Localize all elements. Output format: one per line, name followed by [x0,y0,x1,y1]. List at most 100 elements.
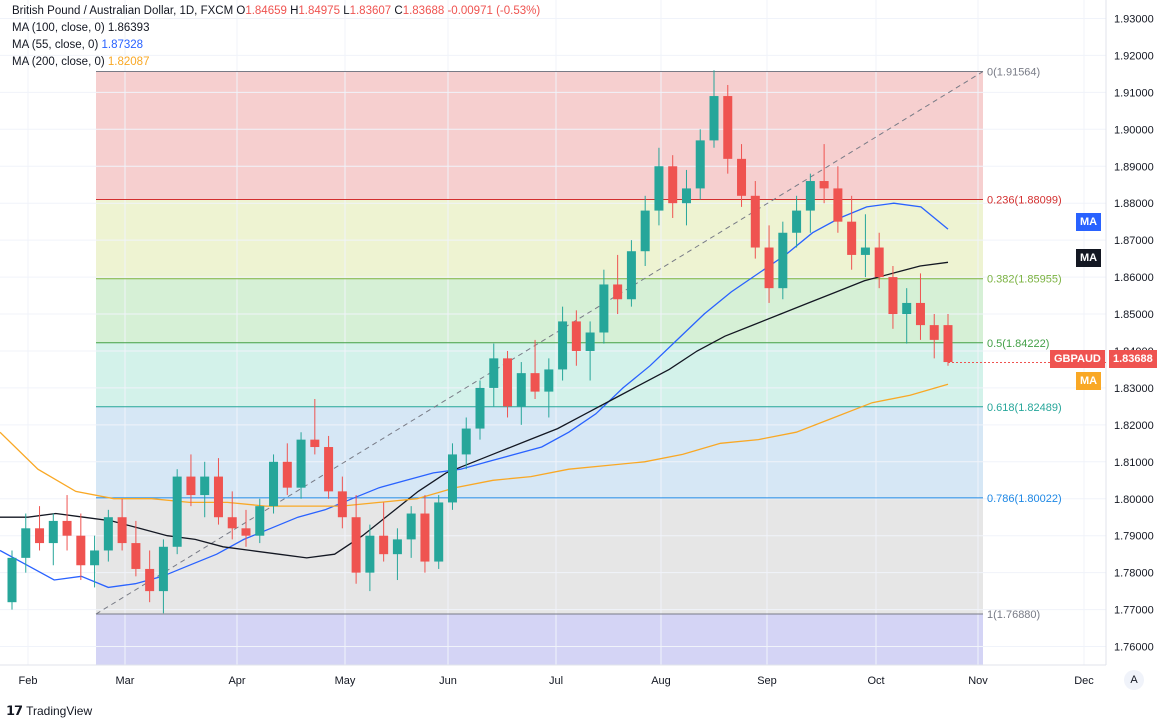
candle-body [35,528,45,544]
fib-level-label: 0.618(1.82489) [987,402,1062,414]
candle-body [613,284,623,300]
ma200-legend[interactable]: MA (200, close, 0) 1.82087 [12,56,149,68]
ma200-label: MA (200, close, 0) [12,56,105,68]
candle-body [76,535,86,566]
price-tick-label: 1.78000 [1114,568,1154,580]
candle-body [750,195,760,248]
price-tick-label: 1.92000 [1114,50,1154,62]
candle-body [626,251,636,300]
time-tick-label: May [335,675,356,687]
fib-zone [96,497,983,615]
candle-body [117,517,127,544]
price-tick-label: 1.93000 [1114,13,1154,25]
candle-body [7,557,17,603]
candle-body [516,373,526,407]
candle-body [420,513,430,562]
price-tick-label: 1.83000 [1114,383,1154,395]
price-tick-label: 1.77000 [1114,605,1154,617]
ohlc-change: -0.00971 (-0.53%) [447,5,541,17]
fib-level-label: 0.236(1.88099) [987,195,1062,207]
candle-body [640,210,650,252]
candle-body [888,277,898,315]
time-tick-label: Apr [228,675,245,687]
price-tick-label: 1.90000 [1114,124,1154,136]
candle-body [558,321,568,370]
candle-body [709,96,719,141]
candle-body [654,166,664,211]
price-tick-label: 1.87000 [1114,235,1154,247]
price-axis: 1.93000 1.92000 1.91000 1.90000 1.89000 1.880… [1114,13,1154,653]
candle-body [48,520,58,544]
candle-body [489,358,499,388]
ma55-legend[interactable]: MA (55, close, 0) 1.87328 [12,39,143,51]
footer-brand: TradingView [26,704,93,718]
candle-body [62,520,72,536]
candle-body [103,517,113,551]
candle-body [379,535,389,555]
candle-body [860,247,870,255]
fib-level-label: 0.5(1.84222) [987,338,1049,350]
time-tick-label: Aug [651,675,671,687]
candle-body [585,332,595,351]
price-tick-label: 1.76000 [1114,642,1154,654]
price-tick-label: 1.82000 [1114,420,1154,432]
ma100-axis-tag: MA [1076,249,1102,267]
ohlc-low-label: L [343,5,350,17]
fib-zone [96,71,983,200]
ma55-value: 1.87328 [101,39,144,51]
ma100-legend[interactable]: MA (100, close, 0) 1.86393 [12,22,149,34]
candle-body [915,302,925,326]
last-price-tag: 1.83688 [1109,350,1157,368]
moving-average-lines [0,202,949,589]
candle-body [282,461,292,488]
time-tick-label: Oct [867,675,884,687]
symbol-info: British Pound / Australian Dollar, 1D, F… [12,5,540,17]
candle-body [902,302,912,315]
grid-lines [0,0,1106,665]
ma-line [0,202,949,589]
candle-body [847,221,857,255]
candle-body [681,188,691,204]
candle-body [695,140,705,189]
candle-body [530,373,540,392]
auto-scale-button[interactable]: A [1124,670,1144,690]
time-tick-label: Feb [19,675,38,687]
candle-body [668,166,678,204]
fib-trend-line[interactable] [95,71,984,615]
candle-body [296,439,306,488]
ohlc-low: 1.83607 [349,5,392,17]
ohlc-open: 1.84659 [245,5,287,17]
candle-body [227,517,237,529]
time-tick-label: Mar [116,675,135,687]
candle-body [737,158,747,196]
fib-level-label: 1(1.76880) [987,609,1040,621]
candle-body [392,539,402,555]
ma-line [0,261,949,559]
candle-body [213,476,223,518]
price-tick-label: 1.79000 [1114,531,1154,543]
ma100-label: MA (100, close, 0) [12,22,105,34]
symbol-title: British Pound / Australian Dollar, 1D, F… [12,5,234,17]
candle-body [544,369,554,392]
candle-body [255,506,265,536]
candle-body [145,568,155,592]
price-tick-label: 1.89000 [1114,161,1154,173]
candle-body [186,476,196,496]
candle-body [503,358,513,407]
candle-body [571,321,581,351]
candle-body [324,447,334,492]
candle-body [475,387,485,429]
candle-body [929,325,939,340]
candle-body [764,247,774,289]
candle-body [805,181,815,211]
candle-body [90,550,100,566]
candle-body [723,96,733,159]
price-tick-label: 1.91000 [1114,87,1154,99]
ohlc-high: 1.84975 [298,5,340,17]
candle-body [434,502,444,562]
price-tick-label: 1.80000 [1114,494,1154,506]
ma-line [0,383,949,507]
candle-body [874,247,884,278]
ohlc-close: 1.83688 [402,5,445,17]
